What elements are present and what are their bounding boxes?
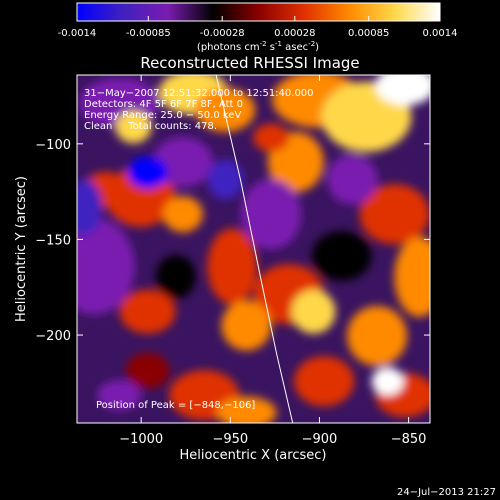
plot-frame [76, 74, 431, 424]
heatmap-plot: −1000 −950 −900 −850 −100 −150 −200 [35, 74, 431, 447]
y-tick-label: −100 [35, 138, 71, 153]
colorbar-gradient [76, 2, 441, 22]
info-line-energy: Energy Range: 25.0 − 50.0 keV [84, 110, 241, 121]
unit-part-3: ) [315, 42, 319, 53]
heatmap-blob [394, 236, 430, 317]
info-line-detectors: Detectors: 4F 5F 6F 7F 8F, Att 0 [84, 99, 243, 110]
peak-position-label: Position of Peak = [−848,−106] [96, 400, 255, 411]
colorbar-ticks [76, 16, 441, 21]
heatmap-blob [359, 184, 430, 245]
unit-exp-1: -1 [275, 40, 282, 48]
heatmap-image [77, 75, 430, 423]
info-line-time: 31−May−2007 12:51:32.000 to 12:51:40.000 [84, 88, 314, 99]
colorbar-tick-label: -0.00085 [126, 28, 171, 39]
footer-timestamp: 24−Jul−2013 21:27 [397, 487, 496, 498]
x-tick-label: −1000 [119, 432, 163, 447]
unit-exp-0: -2 [260, 40, 267, 48]
heatmap-blob [207, 228, 258, 305]
heatmap-blob [327, 154, 378, 205]
heatmap-blob [347, 306, 408, 366]
heatmap-blob [119, 289, 176, 334]
colorbar-unit-label: (photons cm-2 s-1 asec-2) [197, 40, 319, 53]
heatmap-blob [162, 196, 203, 233]
y-axis-ticks: −100 −150 −200 [35, 138, 430, 344]
heatmap-blob [127, 156, 168, 189]
heatmap-blob [291, 289, 336, 334]
heatmap-blob [311, 230, 372, 281]
x-axis-label: Heliocentric X (arcsec) [180, 448, 327, 463]
colorbar-tick-label: -0.00028 [200, 28, 245, 39]
solar-limb-curve [215, 75, 294, 423]
heatmap-blob [371, 367, 404, 396]
heatmap-blob [253, 123, 290, 152]
chart-title: Reconstructed RHESSI Image [140, 54, 359, 72]
heatmap-blob [375, 75, 430, 106]
y-tick-label: −150 [35, 233, 71, 248]
unit-exp-2: -2 [308, 40, 315, 48]
heatmap-blob [216, 396, 277, 423]
heatmap-blob [294, 356, 355, 407]
heatmap-blob [125, 352, 170, 389]
colorbar: -0.0014 -0.00085 -0.00028 0.00028 0.00085 0.0… [58, 2, 458, 53]
heatmap-blob [195, 87, 256, 132]
heatmap-blob [77, 179, 103, 236]
x-tick-label: −900 [302, 432, 338, 447]
info-line-counts: Clean Total counts: 478. [84, 121, 217, 132]
y-axis-label: Heliocentric Y (arcsec) [14, 176, 29, 322]
observation-info: 31−May−2007 12:51:32.000 to 12:51:40.000… [84, 88, 314, 411]
heatmap-blob [221, 300, 272, 351]
unit-part-0: (photons cm [197, 42, 260, 53]
x-axis-ticks: −1000 −950 −900 −850 [119, 75, 426, 447]
y-tick-label: −200 [35, 329, 71, 344]
unit-part-1: s [267, 42, 275, 53]
colorbar-tick-label: 0.00028 [274, 28, 315, 39]
x-tick-label: −950 [212, 432, 248, 447]
heatmap-blob [97, 380, 142, 411]
x-tick-label: −850 [391, 432, 427, 447]
colorbar-tick-labels: -0.0014 -0.00085 -0.00028 0.00028 0.00085 0.0… [58, 28, 458, 39]
heatmap-blob [155, 254, 196, 299]
heatmap-blob [207, 159, 244, 200]
heatmap-blob [152, 137, 213, 187]
colorbar-tick-label: -0.0014 [58, 28, 97, 39]
unit-part-2: asec [282, 42, 308, 53]
heatmap-blob [241, 179, 302, 250]
heatmap-blob [77, 218, 135, 315]
heatmap-blob [115, 111, 152, 144]
colorbar-tick-label: 0.0014 [423, 28, 458, 39]
colorbar-tick-label: 0.00085 [348, 28, 389, 39]
